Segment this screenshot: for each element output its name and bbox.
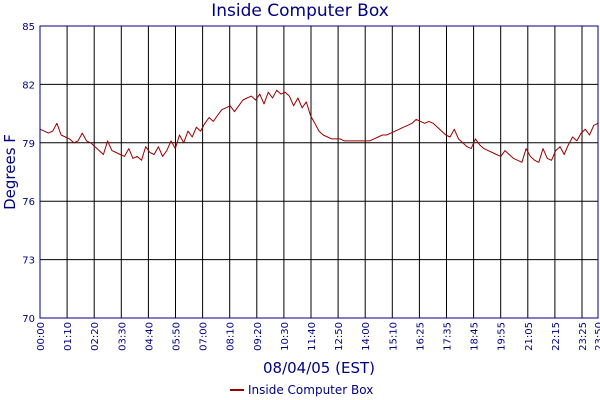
y-tick-label: 79 bbox=[22, 139, 35, 150]
y-tick-label: 82 bbox=[22, 80, 35, 91]
x-tick-label: 23:50 bbox=[594, 322, 600, 351]
y-axis-label: Degrees F bbox=[1, 134, 19, 210]
x-tick-label: 14:00 bbox=[361, 322, 372, 351]
x-tick-label: 05:50 bbox=[172, 322, 183, 351]
x-tick-label: 19:55 bbox=[497, 322, 508, 351]
x-tick-label: 09:20 bbox=[253, 322, 264, 351]
chart-title: Inside Computer Box bbox=[211, 1, 389, 21]
y-tick-labels: 70 73 76 79 82 85 bbox=[22, 22, 35, 325]
x-tick-label: 12:50 bbox=[334, 322, 345, 351]
x-tick-label: 16:25 bbox=[415, 322, 426, 351]
x-tick-label: 00:00 bbox=[36, 322, 47, 351]
x-tick-label: 21:05 bbox=[524, 322, 535, 351]
x-tick-label: 07:00 bbox=[199, 322, 210, 351]
x-tick-label: 03:30 bbox=[117, 322, 128, 351]
x-tick-labels: 00:00 01:10 02:20 03:30 04:40 05:50 07:00 08:10… bbox=[36, 322, 600, 351]
x-tick-label: 08:10 bbox=[226, 322, 237, 351]
y-tick-label: 73 bbox=[22, 256, 35, 267]
x-tick-label: 10:30 bbox=[280, 322, 291, 351]
x-tick-label: 17:35 bbox=[443, 322, 454, 351]
series-line bbox=[39, 89, 599, 163]
x-tick-label: 01:10 bbox=[63, 322, 74, 351]
y-tick-label: 85 bbox=[22, 22, 35, 33]
x-tick-label: 11:40 bbox=[307, 322, 318, 351]
x-tick-label: 15:10 bbox=[388, 322, 399, 351]
y-tick-label: 70 bbox=[22, 314, 35, 325]
y-tick-label: 76 bbox=[22, 197, 35, 208]
x-tick-label: 18:45 bbox=[470, 322, 481, 351]
x-tick-label: 22:15 bbox=[551, 322, 562, 351]
x-tick-label: 04:40 bbox=[144, 322, 155, 351]
plot-background bbox=[40, 26, 598, 318]
x-tick-label: 23:25 bbox=[578, 322, 589, 351]
x-tick-label: 02:20 bbox=[90, 322, 101, 351]
legend-label: Inside Computer Box bbox=[248, 383, 373, 397]
plot-frame bbox=[39, 25, 599, 319]
x-axis-label: 08/04/05 (EST) bbox=[263, 359, 375, 377]
legend: Inside Computer Box bbox=[230, 383, 373, 397]
series-layer bbox=[39, 89, 599, 163]
